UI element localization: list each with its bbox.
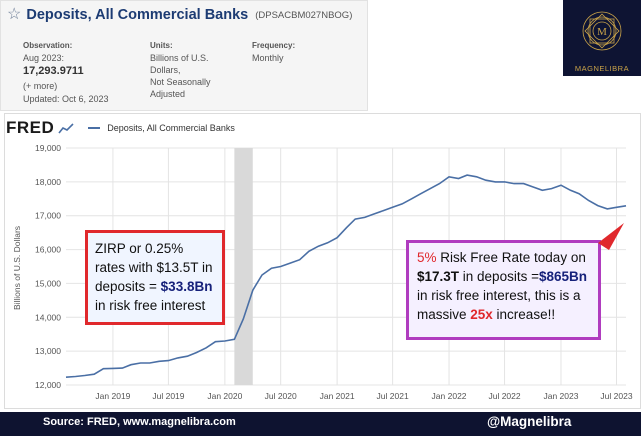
zirp-annotation: ZIRP or 0.25% rates with $13.5T in depos…	[85, 230, 225, 325]
y-tick-label: 19,000	[35, 143, 61, 153]
units-label: Units:	[150, 41, 173, 50]
units-line: Billions of U.S.	[150, 53, 209, 63]
y-tick-label: 18,000	[35, 177, 61, 187]
series-header: ☆ Deposits, All Commercial Banks (DPSACB…	[0, 0, 368, 111]
rate-text-8: increase!!	[492, 307, 556, 322]
rate-text-3: $17.3T	[417, 269, 460, 284]
recession-shading	[234, 148, 253, 385]
fred-header: FRED Deposits, All Commercial Banks	[6, 118, 235, 138]
x-tick-label: Jul 2020	[265, 391, 297, 401]
y-tick-label: 14,000	[35, 312, 61, 322]
x-tick-label: Jan 2023	[543, 391, 578, 401]
fred-chart-icon	[58, 123, 74, 134]
x-tick-label: Jul 2023	[600, 391, 632, 401]
x-tick-label: Jul 2022	[488, 391, 520, 401]
logo-text: MAGNELIBRA	[574, 64, 630, 73]
magnelibra-logo: M MAGNELIBRA	[563, 0, 641, 76]
y-tick-label: 16,000	[35, 245, 61, 255]
x-tick-label: Jan 2019	[95, 391, 130, 401]
rate-highlight: 5%	[417, 250, 437, 265]
fred-logo[interactable]: FRED	[6, 118, 55, 137]
legend-label: Deposits, All Commercial Banks	[107, 123, 235, 133]
zirp-text-3: in risk free interest	[95, 298, 206, 313]
star-icon[interactable]: ☆	[7, 6, 22, 23]
x-tick-label: Jan 2021	[320, 391, 355, 401]
series-title[interactable]: Deposits, All Commercial Banks	[26, 7, 249, 23]
deposits-line-chart: 12,000 13,000 14,000 15,000 16,000 17,000 18,0…	[12, 143, 633, 401]
y-tick-label: 13,000	[35, 346, 61, 356]
logo-mandala-icon: M	[582, 11, 622, 51]
social-handle[interactable]: @Magnelibra	[487, 414, 572, 429]
more-link[interactable]: (+ more)	[23, 81, 58, 91]
frequency-value: Monthly	[252, 53, 284, 63]
rate-text-6: in risk free interest, this is a massive	[417, 288, 581, 322]
updated-date: Updated: Oct 6, 2023	[23, 94, 109, 104]
title-row: ☆ Deposits, All Commercial Banks (DPSACB…	[7, 6, 353, 24]
observation-date: Aug 2023:	[23, 53, 65, 63]
x-tick-label: Jan 2022	[432, 391, 467, 401]
x-tick-label: Jul 2019	[152, 391, 184, 401]
rate-text-7: 25x	[470, 307, 493, 322]
rate-text-4: in deposits =	[459, 269, 539, 284]
source-text: Source: FRED, www.magnelibra.com	[43, 416, 236, 428]
zirp-text-2: $33.8Bn	[160, 279, 213, 294]
units-line: Dollars,	[150, 65, 181, 75]
y-tick-label: 17,000	[35, 211, 61, 221]
logo-monogram: M	[597, 26, 607, 38]
observation-value: 17,293.9711	[23, 65, 84, 77]
footer-bar: Source: FRED, www.magnelibra.com @Magnel…	[0, 412, 641, 436]
x-tick-label: Jan 2020	[207, 391, 242, 401]
legend-swatch	[88, 127, 101, 129]
y-tick-label: 12,000	[35, 380, 61, 390]
series-code: (DPSACBM027NBOG)	[255, 9, 353, 21]
rate-text-5: $865Bn	[538, 269, 587, 284]
units-line: Not Seasonally	[150, 77, 211, 87]
y-tick-label: 15,000	[35, 278, 61, 288]
y-axis-label: Billions of U.S. Dollars	[12, 226, 22, 310]
x-tick-label: Jul 2021	[377, 391, 409, 401]
risk-free-annotation: 5% Risk Free Rate today on $17.3T in dep…	[406, 240, 601, 340]
zirp-text-1: ZIRP or 0.25% rates with $13.5T in depos…	[95, 241, 213, 294]
rate-text-2: Risk Free Rate today on	[436, 250, 586, 265]
series-line	[65, 174, 627, 378]
observation-label: Observation:	[23, 41, 73, 50]
frequency-label: Frequency:	[252, 41, 296, 50]
units-line: Adjusted	[150, 89, 186, 99]
